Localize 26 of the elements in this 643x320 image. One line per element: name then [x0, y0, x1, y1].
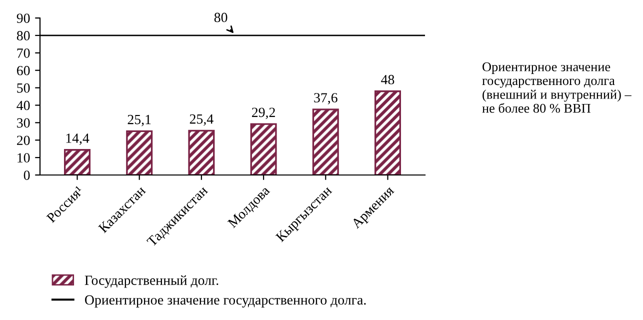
y-tick-label: 70 [17, 48, 30, 58]
data-label: 48 [381, 74, 394, 84]
bar [64, 149, 91, 175]
annotation: 80 [214, 12, 228, 22]
y-tick-label: 50 [17, 83, 30, 93]
y-tick-label: 60 [16, 66, 30, 76]
data-label: 14,4 [66, 134, 90, 145]
text: Ориентирное значение государственного долга (внешний и внутренний) – не более 80 % ВВП [482, 62, 632, 113]
bar [374, 90, 401, 175]
y-tick-label: 30 [17, 118, 30, 128]
legend-label: Ориентирное значение государственного долга. [85, 295, 366, 308]
y-tick-label: 20 [17, 136, 30, 146]
y-tick-label: 0 [24, 170, 30, 180]
data-label: 29,2 [252, 108, 275, 120]
bar [126, 130, 153, 175]
bar [250, 123, 277, 175]
bar [188, 130, 215, 175]
data-label: 37,6 [314, 93, 338, 104]
data-label: 25,1 [128, 114, 151, 126]
y-tick-label: 90 [16, 14, 30, 23]
data-label: 25,4 [190, 114, 214, 126]
y-tick-label: 40 [16, 100, 30, 110]
y-tick-label: 80 [16, 31, 30, 40]
bar [312, 108, 339, 175]
legend-label: Государственный долг. [84, 275, 218, 288]
y-tick-label: 10 [18, 153, 30, 163]
